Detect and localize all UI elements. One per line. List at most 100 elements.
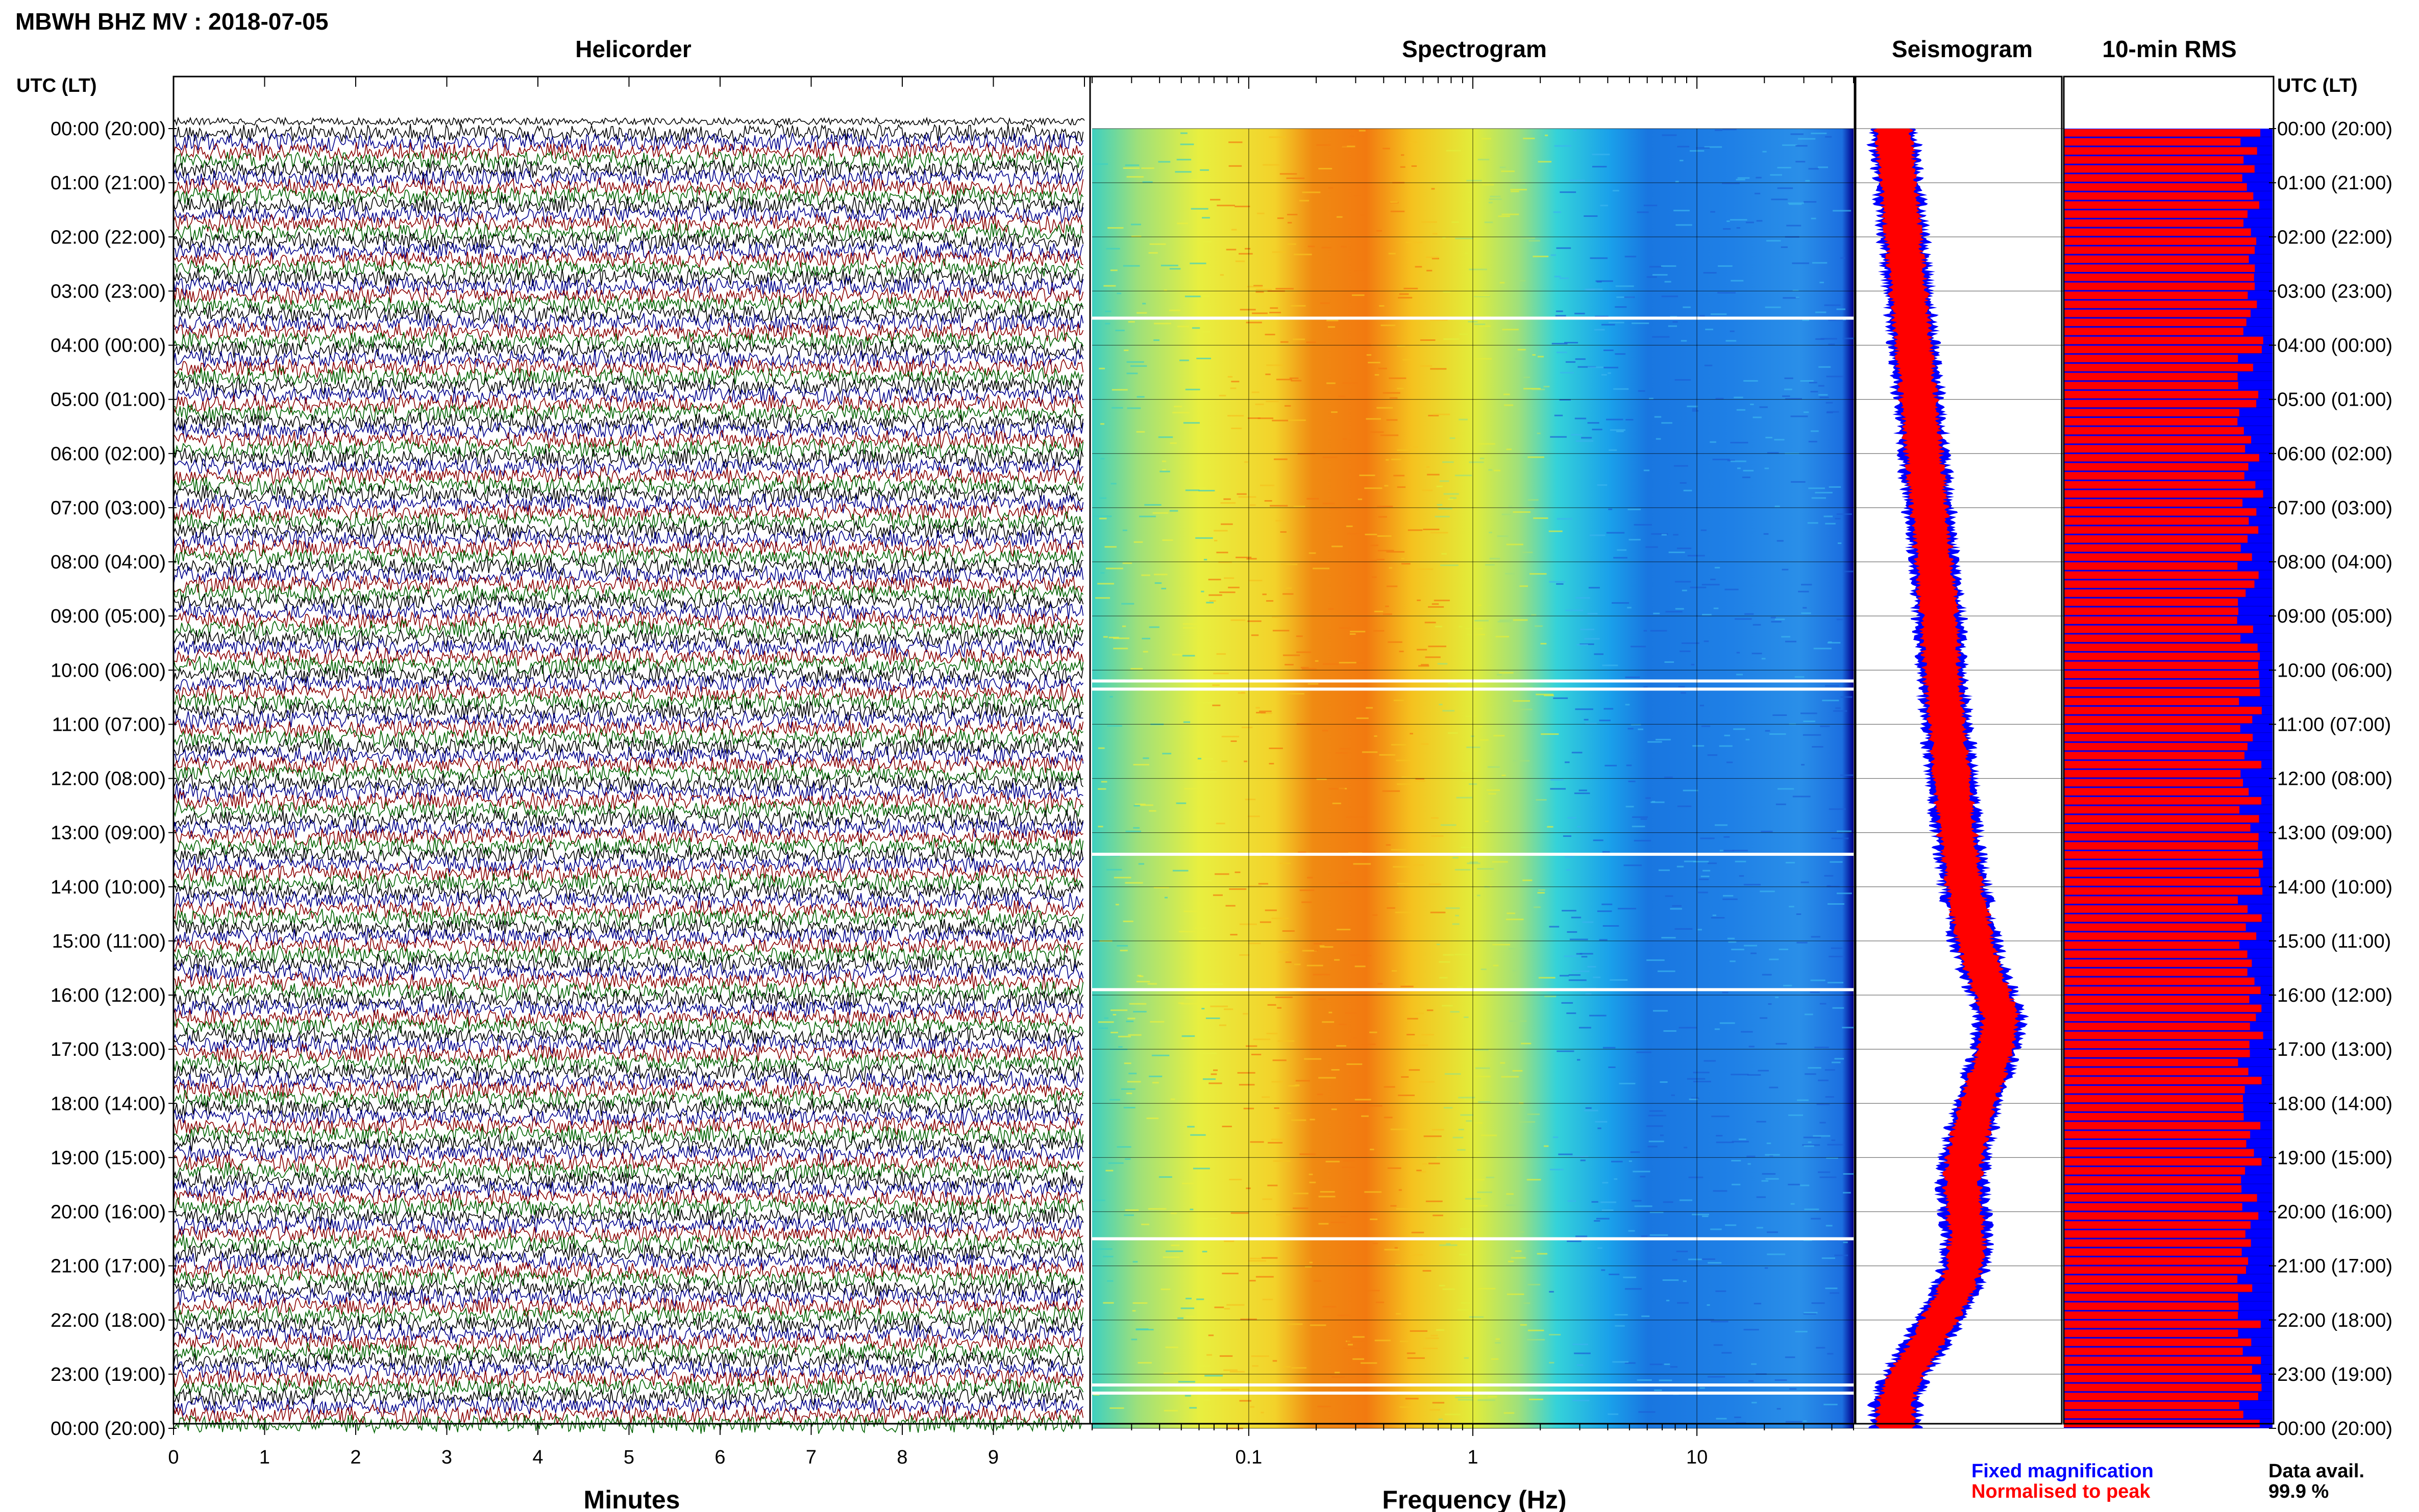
time-label-right: 07:00 (03:00) [2277,498,2392,519]
spectrogram-cell [1269,748,1283,749]
spectrogram-cell [1677,1302,1689,1304]
spectrogram-cell [1692,745,1705,747]
spectrogram-cell [1560,277,1569,279]
rms-bar [2064,996,2250,1004]
spectrogram-cell [1436,485,1443,487]
spectrogram-cell [1132,1302,1148,1304]
spectrogram-cell [1822,700,1839,702]
helicorder-trace [173,781,1083,804]
rms-bar-divider [2064,678,2273,679]
spectrogram-cell [1584,1109,1598,1111]
spectrogram-cell [1383,613,1392,615]
spectrogram-cell [1459,333,1468,335]
time-label-right: 03:00 (23:00) [2277,281,2392,302]
spectrogram-cell [1628,539,1641,541]
spectrogram-cell [1307,683,1319,685]
spectrogram-cell [1798,590,1809,592]
spectrogram-cell [1623,1276,1636,1278]
spectrogram-cell [1328,788,1345,790]
helicorder-trace [173,1313,1083,1335]
spectrogram-cell [1820,338,1837,340]
rms-bar [2064,427,2244,435]
spectrogram-cell [1386,459,1389,461]
spectrogram-cell [1727,459,1735,461]
spectrogram-cell [1366,345,1372,347]
spectrogram-cell [1272,251,1286,253]
helicorder-trace [173,1015,1084,1037]
spectrogram-cell [1354,1099,1371,1101]
spectrogram-cell [1488,469,1492,471]
spectrogram-cell [1138,863,1144,865]
helicorder-trace [173,1205,1084,1227]
spectrogram-cell [1725,1224,1737,1226]
spectrogram-cell [1485,564,1495,566]
time-label-left: 13:00 (09:00) [51,823,166,844]
rms-bar [2064,436,2252,444]
spectrogram-cell [1273,1160,1291,1162]
helicorder-trace [173,862,1083,885]
spectrogram-cell [1286,587,1292,589]
helicorder-trace [173,908,1084,929]
spectrogram-cell [1484,221,1493,224]
spectrogram-cell [1165,1346,1178,1348]
spectrogram-cell [1103,1302,1114,1304]
spectrogram-cell [1442,461,1454,463]
spectrogram-cell [1490,195,1501,197]
spectrogram-cell [1318,168,1332,169]
spectrogram-cell [1337,216,1343,218]
spectrogram-cell [1385,605,1389,607]
rms-bar-divider [2064,1138,2273,1139]
spectrogram-cell [1631,724,1641,726]
rms-bar-divider [2064,1102,2273,1103]
spectrogram-cell [1578,789,1587,791]
spectrogram-cell [1176,802,1187,804]
spectrogram-cell [1737,467,1741,469]
helicorder-x-tick-label: 6 [714,1447,725,1468]
spectrogram-cell [1833,210,1852,212]
spectrogram-cell [1750,404,1754,405]
spectrogram-cell [1660,1081,1668,1083]
spectrogram-cell [1153,339,1159,341]
spectrogram-cell [1150,1021,1165,1023]
rms-bar [2064,165,2255,173]
spectrogram-cell [1190,262,1206,264]
spectrogram-cell [1187,1126,1195,1128]
spectrogram-cell [1795,145,1808,147]
spectrogram-cell [1426,256,1439,258]
spectrogram-cell [1785,398,1802,400]
spectrogram-cell [1681,340,1687,342]
spectrogram-cell [1126,373,1138,375]
spectrogram-cell [1159,470,1170,473]
spectrogram-cell [1554,414,1563,416]
rms-bar-divider [2064,1075,2273,1076]
spectrogram-cell [1112,389,1128,391]
spectrogram-cell [1274,458,1288,460]
spectrogram-cell [1736,179,1745,181]
spectrogram-cell [1750,952,1757,954]
spectrogram-cell [1128,321,1135,323]
spectrogram-cell [1574,1352,1591,1354]
spectrogram-cell [1099,517,1107,519]
spectrogram-cell [1185,997,1195,999]
spectrogram-cell [1769,958,1779,960]
spectrogram-cell [1587,613,1598,615]
spectrogram-cell [1646,959,1665,961]
rms-bar [2064,1356,2261,1365]
spectrogram-cell [1830,861,1843,863]
spectrogram-cell [1117,945,1128,947]
spectrogram-cell [1253,285,1263,287]
rms-bar [2064,409,2239,417]
rms-bar-divider [2064,1129,2273,1130]
spectrogram-cell [1628,1160,1632,1162]
spectrogram-cell [1517,1121,1535,1123]
spectrogram-cell [1211,1073,1217,1075]
spectrogram-cell [1480,969,1487,970]
spectrogram-cell [1336,752,1348,754]
spectrogram-cell [1368,362,1380,363]
spectrogram-cell [1597,1127,1601,1129]
spectrogram-cell [1318,1077,1336,1079]
rms-bar-divider [2064,443,2273,444]
spectrogram-cell [1334,959,1340,961]
spectrogram-cell [1774,439,1785,441]
spectrogram-cell [1425,656,1441,658]
